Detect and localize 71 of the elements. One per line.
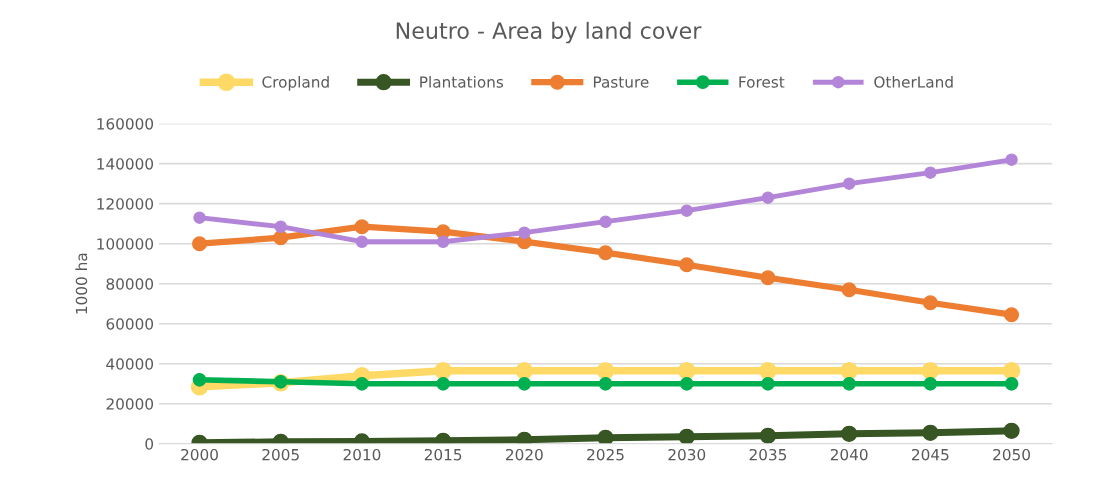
point: [273, 230, 289, 246]
x-tick-label: 2025: [587, 448, 624, 461]
point: [599, 215, 612, 228]
legend-label: Cropland: [262, 75, 329, 91]
point: [355, 235, 369, 248]
point: [841, 282, 857, 298]
x-tick-label: 2015: [424, 448, 462, 461]
x-tick-label: 2005: [262, 448, 299, 461]
point: [192, 372, 207, 387]
point: [842, 177, 856, 190]
legend-label: Pasture: [593, 76, 649, 88]
point: [761, 191, 775, 204]
point: [434, 362, 452, 380]
x-tick-label: 2035: [749, 448, 787, 461]
point: [840, 362, 858, 380]
point: [923, 376, 938, 391]
y-axis-title: 1000 ha: [75, 253, 88, 314]
point: [678, 428, 695, 444]
x-tick-label: 2010: [343, 448, 381, 461]
point: [922, 295, 938, 311]
chart-title: Neutro - Area by land cover: [396, 21, 702, 44]
point: [759, 427, 777, 444]
y-tick-label: 60000: [106, 318, 154, 330]
point: [597, 429, 614, 444]
point: [355, 376, 369, 391]
y-tick-label: 100000: [97, 238, 154, 250]
point: [761, 376, 775, 391]
point: [598, 376, 613, 391]
x-tick-label: 2045: [912, 448, 949, 461]
point: [274, 220, 287, 233]
y-tick-label: 20000: [106, 398, 154, 410]
point: [1004, 307, 1020, 323]
point: [759, 362, 777, 380]
point: [679, 257, 695, 273]
point: [192, 236, 208, 252]
point: [436, 376, 451, 391]
x-tick-label: 2020: [506, 448, 543, 461]
y-tick-label: 80000: [106, 278, 154, 290]
y-tick-label: 160000: [97, 118, 154, 130]
point: [760, 270, 776, 286]
point: [1002, 362, 1021, 380]
point: [680, 204, 693, 217]
y-tick-label: 120000: [97, 198, 154, 210]
x-tick-label: 2000: [181, 448, 218, 461]
point: [1003, 422, 1020, 439]
point: [1004, 376, 1019, 391]
legend-label: OtherLand: [874, 75, 953, 88]
point: [1005, 153, 1018, 166]
point: [679, 376, 694, 391]
y-tick-label: 40000: [106, 358, 154, 370]
point: [841, 425, 858, 442]
point: [677, 362, 696, 380]
x-tick-label: 2040: [830, 448, 868, 461]
point: [921, 362, 940, 380]
point: [517, 376, 532, 391]
point: [354, 219, 370, 235]
x-tick-label: 2030: [668, 448, 706, 461]
point: [596, 362, 615, 380]
point: [193, 211, 206, 224]
point: [922, 424, 939, 441]
point: [924, 166, 937, 179]
legend-label: Plantations: [420, 75, 504, 88]
legend-label: Forest: [739, 76, 785, 88]
x-tick-label: 2050: [993, 448, 1030, 461]
point: [515, 362, 534, 380]
point: [518, 226, 531, 239]
point: [436, 235, 450, 248]
y-tick-label: 0: [145, 438, 154, 450]
y-tick-label: 140000: [97, 158, 154, 170]
point: [598, 245, 614, 261]
point: [842, 376, 857, 391]
